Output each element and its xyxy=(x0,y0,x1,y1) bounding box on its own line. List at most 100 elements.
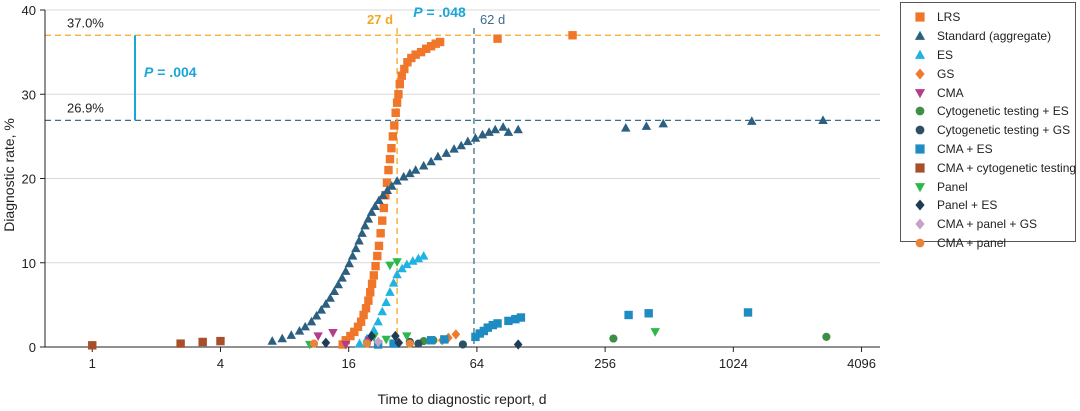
data-point-cytogenetic-testing-es xyxy=(609,334,618,343)
data-point-es xyxy=(373,316,383,326)
reference-label-37: 37.0% xyxy=(67,15,104,30)
data-point-cma-es xyxy=(511,314,520,324)
data-point-cma-panel-gs xyxy=(373,336,383,348)
legend-item-cma-panel-gs: CMA + panel + GS xyxy=(911,215,1069,234)
data-point-lrs xyxy=(353,322,363,331)
legend-item-cytogenetic-testing-es: Cytogenetic testing + ES xyxy=(911,102,1069,121)
data-point-standard-aggregate xyxy=(503,127,514,136)
data-point-cma-es xyxy=(624,310,633,320)
data-point-standard-aggregate xyxy=(641,121,652,130)
data-point-standard-aggregate xyxy=(378,190,388,200)
data-point-es xyxy=(377,306,387,316)
reference-label-27d: 27 d xyxy=(367,12,393,27)
series-standard-aggregate xyxy=(267,115,828,345)
data-point-standard-aggregate xyxy=(490,124,500,134)
data-point-lrs xyxy=(382,178,392,187)
legend-label: ES xyxy=(937,47,954,62)
data-point-es xyxy=(402,259,412,269)
data-point-lrs xyxy=(411,50,420,59)
data-point-panel xyxy=(392,258,402,267)
data-point-cma-cytogenetic-testing xyxy=(176,339,185,348)
legend-item-es: ES xyxy=(911,46,1069,65)
data-point-lrs xyxy=(403,58,412,67)
data-point-standard-aggregate xyxy=(426,156,436,166)
data-point-lrs xyxy=(376,229,385,238)
data-point-lrs xyxy=(431,39,440,48)
data-point-standard-aggregate xyxy=(294,326,305,335)
data-point-standard-aggregate xyxy=(387,181,397,190)
legend-marker-icon xyxy=(914,49,926,59)
data-point-cma-es xyxy=(426,336,436,345)
data-point-cma-es xyxy=(493,319,502,328)
legend-marker xyxy=(914,49,926,59)
series-cma-panel xyxy=(309,339,414,348)
data-point-standard-aggregate xyxy=(470,133,481,142)
data-point-standard-aggregate xyxy=(267,336,277,345)
data-points xyxy=(88,31,831,350)
legend-label: GS xyxy=(937,66,955,81)
series-cma-cytogenetic-testing xyxy=(88,336,225,350)
data-point-es xyxy=(413,253,424,263)
data-point-lrs xyxy=(387,143,396,153)
legend: LRS Standard (aggregate) ES GS CMA Cytogeneti… xyxy=(900,2,1076,250)
x-tick-label: 4 xyxy=(217,356,224,371)
data-point-standard-aggregate xyxy=(418,160,429,170)
legend-item-cytogenetic-testing-gs: Cytogenetic testing + GS xyxy=(911,121,1070,140)
data-point-lrs xyxy=(361,304,371,313)
reference-label-26.9: 26.9% xyxy=(67,100,104,115)
data-point-standard-aggregate xyxy=(351,243,361,253)
data-point-lrs xyxy=(392,98,402,107)
legend-label: CMA + panel + GS xyxy=(937,217,1038,232)
data-point-lrs xyxy=(397,71,406,80)
data-point-lrs xyxy=(356,317,366,326)
x-tick-label: 1024 xyxy=(719,356,748,371)
data-point-lrs xyxy=(400,64,409,74)
data-point-lrs xyxy=(350,327,359,337)
y-tick-label: 0 xyxy=(29,340,36,355)
data-point-standard-aggregate xyxy=(329,286,340,296)
data-point-lrs xyxy=(374,241,384,251)
legend-label: Standard (aggregate) xyxy=(937,29,1052,44)
legend-label: CMA + cytogenetic testing xyxy=(937,160,1077,175)
data-point-lrs xyxy=(366,288,375,297)
data-point-cytogenetic-testing-gs xyxy=(414,339,423,348)
data-point-es xyxy=(388,278,399,287)
legend-marker xyxy=(915,144,925,154)
legend-marker-icon xyxy=(915,107,925,116)
legend-marker-icon xyxy=(914,88,926,98)
data-point-cma-es xyxy=(440,335,449,344)
legend-item-gs: GS xyxy=(911,64,1069,83)
reference-label-62d: 62 d xyxy=(480,12,505,27)
data-point-standard-aggregate xyxy=(410,165,421,174)
y-tick-label: 20 xyxy=(22,172,36,187)
data-point-cma-es xyxy=(516,313,526,322)
legend-marker-icon xyxy=(915,238,925,248)
data-point-standard-aggregate xyxy=(347,251,358,260)
legend-marker xyxy=(915,125,925,135)
data-point-lrs xyxy=(493,34,502,43)
data-point-lrs xyxy=(341,336,350,345)
x-tick-label: 256 xyxy=(594,356,616,371)
legend-marker-icon xyxy=(915,144,925,154)
data-point-cma-panel xyxy=(309,339,319,348)
data-point-standard-aggregate xyxy=(405,168,415,178)
x-tick-label: 1 xyxy=(89,356,96,371)
data-point-standard-aggregate xyxy=(357,228,367,237)
data-point-standard-aggregate xyxy=(306,316,317,326)
legend-item-standard-aggregate: Standard (aggregate) xyxy=(911,27,1069,46)
data-point-panel-es xyxy=(513,339,523,350)
data-point-cma-es xyxy=(488,320,497,330)
legend-label: Panel + ES xyxy=(937,198,998,213)
data-point-panel xyxy=(402,332,412,341)
data-point-cma-es xyxy=(389,339,398,348)
data-point-lrs xyxy=(379,203,389,213)
legend-label: LRS xyxy=(937,10,961,25)
x-tick-label: 4096 xyxy=(847,356,876,371)
data-point-es xyxy=(381,297,391,307)
data-point-standard-aggregate xyxy=(354,235,364,245)
legend-marker-icon xyxy=(915,68,925,80)
legend-label: Panel xyxy=(937,179,968,194)
legend-item-cma-cytogenetic-testing: CMA + cytogenetic testing xyxy=(911,158,1076,177)
legend-marker xyxy=(915,238,925,248)
x-tick-label: 16 xyxy=(341,356,355,371)
